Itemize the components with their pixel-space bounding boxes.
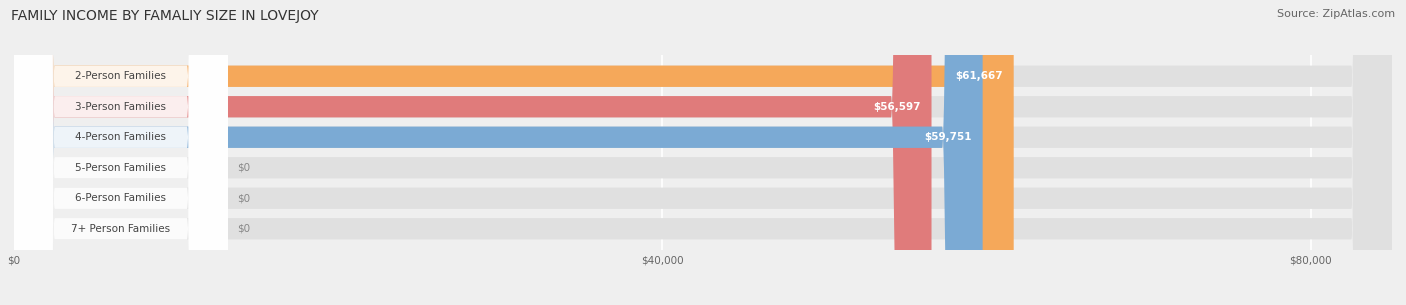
Text: 6-Person Families: 6-Person Families — [76, 193, 166, 203]
Text: $59,751: $59,751 — [924, 132, 972, 142]
Text: FAMILY INCOME BY FAMALIY SIZE IN LOVEJOY: FAMILY INCOME BY FAMALIY SIZE IN LOVEJOY — [11, 9, 319, 23]
Text: 7+ Person Families: 7+ Person Families — [72, 224, 170, 234]
FancyBboxPatch shape — [14, 0, 1392, 305]
FancyBboxPatch shape — [14, 0, 1392, 305]
Text: $0: $0 — [238, 163, 250, 173]
FancyBboxPatch shape — [14, 0, 932, 305]
Text: Source: ZipAtlas.com: Source: ZipAtlas.com — [1277, 9, 1395, 19]
Text: $0: $0 — [238, 224, 250, 234]
FancyBboxPatch shape — [14, 0, 1392, 305]
Text: 4-Person Families: 4-Person Families — [76, 132, 166, 142]
FancyBboxPatch shape — [14, 0, 228, 305]
FancyBboxPatch shape — [14, 0, 1014, 305]
FancyBboxPatch shape — [14, 0, 228, 305]
FancyBboxPatch shape — [14, 0, 228, 305]
FancyBboxPatch shape — [14, 0, 228, 305]
Text: $56,597: $56,597 — [873, 102, 921, 112]
FancyBboxPatch shape — [14, 0, 983, 305]
FancyBboxPatch shape — [14, 0, 228, 305]
FancyBboxPatch shape — [14, 0, 1392, 305]
Text: 2-Person Families: 2-Person Families — [76, 71, 166, 81]
FancyBboxPatch shape — [14, 0, 1392, 305]
Text: 3-Person Families: 3-Person Families — [76, 102, 166, 112]
Text: $0: $0 — [238, 193, 250, 203]
FancyBboxPatch shape — [14, 0, 228, 305]
Text: 5-Person Families: 5-Person Families — [76, 163, 166, 173]
Text: $61,667: $61,667 — [955, 71, 1002, 81]
FancyBboxPatch shape — [14, 0, 1392, 305]
